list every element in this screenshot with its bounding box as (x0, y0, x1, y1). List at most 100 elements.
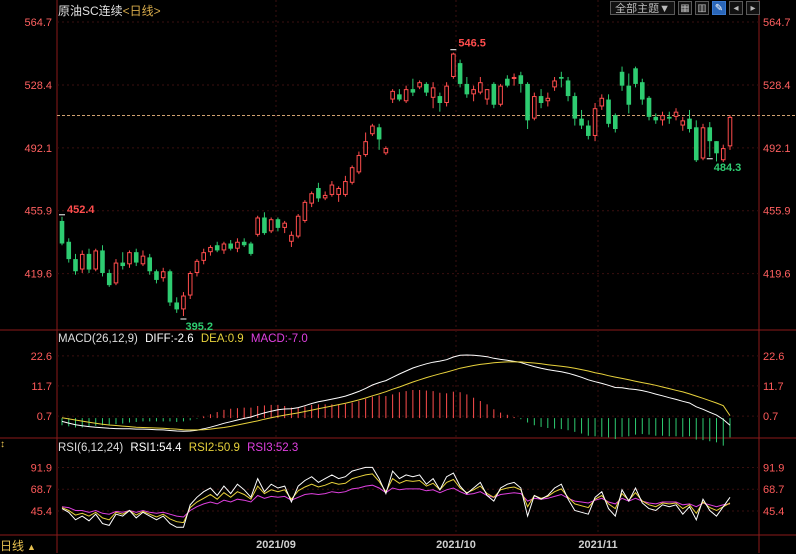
rsi-tick-label-right: 68.7 (763, 484, 784, 496)
macd-tick-label-left: 22.6 (31, 351, 52, 363)
candle-body-down (693, 127, 699, 161)
rsi3-value: RSI3:52.3 (247, 442, 299, 454)
candle-body-up (390, 90, 395, 100)
candle-body-up (700, 127, 706, 159)
candle-body-down (397, 94, 402, 100)
candle-body-down (106, 272, 112, 286)
candle-body-down (612, 115, 618, 130)
candle-body-up (484, 89, 490, 100)
candle-body-down (214, 245, 220, 251)
price-tick-label-left: 528.4 (24, 80, 52, 92)
candle-body-down (154, 271, 159, 280)
bottom-period-label: 日线 (0, 539, 25, 553)
candle-body-down (437, 96, 443, 104)
candle-body-down (241, 241, 247, 246)
macd-dif-value: DIFF:-2.6 (145, 333, 194, 345)
x-tick-label: 2021/09 (256, 539, 296, 551)
candle-body-down (248, 243, 254, 254)
right-icon[interactable]: ▸ (746, 1, 760, 15)
candle-body-down (579, 118, 584, 126)
candle-body-down (714, 141, 719, 154)
grid-icon[interactable]: ▦ (678, 1, 692, 15)
period-selector[interactable]: <日线> (122, 4, 161, 18)
macd-tick-label-left: 0.7 (37, 411, 52, 423)
candle-body-up (127, 252, 132, 265)
candle-body-up (194, 260, 200, 273)
candle-body-down (73, 259, 78, 272)
candle-body-up (363, 141, 368, 156)
candle-body-down (586, 125, 591, 136)
candle-body-down (646, 97, 652, 117)
candle-body-up (660, 115, 665, 121)
macd-tick-label-right: 22.6 (763, 351, 784, 363)
rsi3-line (61, 484, 731, 518)
rsi-tick-label-right: 45.4 (763, 506, 784, 518)
candle-body-up (478, 82, 483, 93)
macd-tick-label-left: 11.7 (31, 381, 52, 393)
candle-body-down (565, 80, 571, 97)
candle-body-up (79, 253, 85, 270)
candle-body-down (619, 71, 625, 86)
theme-dropdown[interactable]: 全部主题▼ (610, 1, 675, 15)
candle-body-down (491, 83, 497, 105)
panel-toggle-icon[interactable]: ↕ (0, 439, 5, 450)
candle-body-up (93, 250, 99, 270)
bottom-period-tab[interactable]: 日线 ▲ (0, 537, 36, 554)
candle-body-up (545, 97, 551, 102)
candle-body-up (552, 80, 557, 88)
candle-body-up (356, 155, 362, 173)
candle-body-down (120, 262, 126, 267)
top-toolbar: 全部主题▼ ▦ ▥ ✎ ◂ ▸ (610, 1, 760, 15)
rsi-tick-label-left: 91.9 (31, 462, 52, 474)
candle-body-up (343, 181, 348, 195)
candle-body-up (268, 219, 274, 232)
candle-body-up (295, 215, 301, 237)
candle-body-up (322, 194, 328, 199)
candle-body-up (282, 222, 287, 228)
rsi-tick-label-left: 45.4 (31, 506, 52, 518)
candle-body-down (100, 250, 105, 273)
price-tick-label-right: 455.9 (763, 206, 791, 218)
rsi-legend: RSI(6,12,24) RSI1:54.4 RSI2:50.9 RSI3:52… (58, 442, 302, 454)
layout-icon[interactable]: ▥ (695, 1, 709, 15)
candle-body-down (457, 63, 463, 84)
low-annotation: 395.2 (185, 321, 213, 333)
candle-body-up (673, 111, 679, 117)
macd-legend: MACD(26,12,9) DIFF:-2.6 DEA:0.9 MACD:-7.… (58, 333, 312, 345)
candle-body-down (59, 220, 65, 244)
candle-body-down (133, 252, 139, 263)
candle-body-up (289, 234, 294, 242)
candle-body-down (66, 241, 72, 260)
candle-body-down (167, 271, 173, 303)
candle-body-down (376, 127, 382, 140)
bottom-arrow-icon: ▲ (27, 542, 36, 552)
draw-icon[interactable]: ✎ (712, 1, 726, 15)
candle-body-up (255, 217, 260, 235)
candle-body-up (370, 125, 375, 135)
candle-body-down (538, 96, 544, 104)
macd-dea-line (61, 361, 731, 431)
candle-body-up (349, 167, 355, 183)
price-tick-label-left: 455.9 (24, 206, 52, 218)
candle-body-up (113, 262, 119, 284)
macd-label: MACD(26,12,9) (58, 333, 138, 345)
left-icon[interactable]: ◂ (729, 1, 743, 15)
candle-body-down (147, 257, 153, 272)
high-annotation: 546.5 (458, 38, 486, 50)
candle-body-down (518, 75, 524, 84)
rsi1-line (61, 466, 731, 528)
candle-body-down (410, 89, 416, 93)
rsi-label: RSI(6,12,24) (58, 442, 124, 454)
x-tick-label: 2021/10 (436, 539, 476, 551)
macd-diff-line (61, 354, 731, 432)
candle-body-down (559, 76, 564, 79)
candle-body-up (403, 89, 409, 102)
candle-body-up (680, 120, 686, 126)
candle-body-down (424, 83, 429, 93)
chart-title: 原油SC连续<日线> (58, 2, 161, 19)
candle-body-down (572, 96, 578, 119)
price-tick-label-left: 564.7 (24, 17, 52, 29)
candle-body-down (262, 217, 267, 234)
candle-body-down (687, 118, 692, 130)
